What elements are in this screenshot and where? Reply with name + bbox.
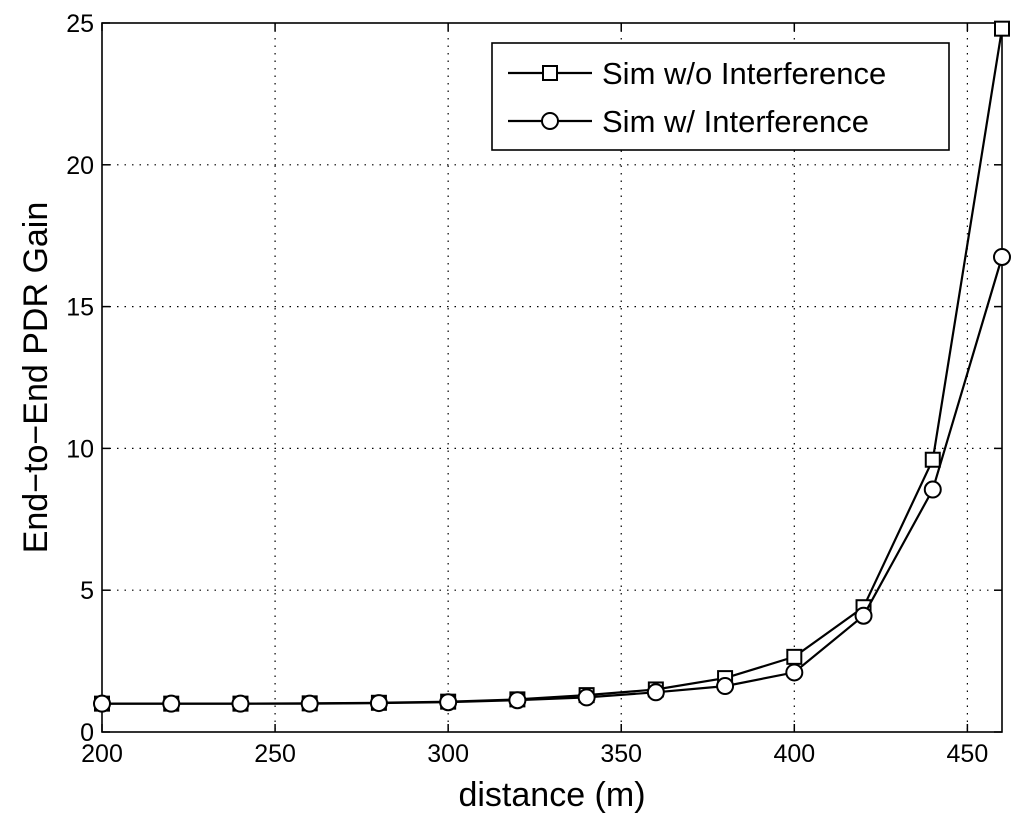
circle-marker: [508, 691, 527, 710]
axis-ticks: 200 250 300 350 400 450 0 5 10 15 20 25: [66, 10, 1002, 768]
y-tick-label: 0: [80, 719, 94, 747]
x-tick-label: 250: [254, 740, 296, 768]
grid: [102, 23, 1002, 732]
circle-marker: [646, 683, 665, 702]
y-tick-label: 5: [80, 577, 94, 605]
circle-marker: [716, 677, 735, 696]
legend-item: Sim w/o Interference: [508, 56, 886, 91]
circle-marker: [785, 663, 804, 682]
y-tick-label: 20: [66, 152, 94, 180]
legend-label: Sim w/o Interference: [602, 56, 886, 91]
circle-marker: [162, 694, 181, 713]
circle-marker: [231, 694, 250, 713]
circle-marker: [993, 247, 1011, 266]
circle-marker: [854, 606, 873, 625]
circle-marker: [369, 694, 388, 713]
square-marker: [994, 20, 1010, 37]
y-axis-title: End−to−End PDR Gain: [17, 202, 55, 554]
x-tick-label: 300: [427, 740, 469, 768]
legend-item: Sim w/ Interference: [508, 104, 869, 139]
x-tick-label: 200: [81, 740, 123, 768]
y-tick-label: 10: [66, 435, 94, 463]
series-2: [93, 247, 1011, 713]
circle-marker: [923, 480, 942, 499]
legend-label: Sim w/ Interference: [602, 104, 869, 139]
circle-marker: [439, 693, 458, 712]
square-marker: [786, 648, 803, 665]
circle-marker: [93, 694, 111, 713]
x-axis-title: distance (m): [458, 776, 645, 814]
y-tick-label: 15: [66, 294, 94, 322]
legend-circle-marker: [541, 112, 559, 130]
circle-marker: [300, 694, 319, 713]
circle-marker: [577, 688, 596, 707]
series-group: [93, 20, 1011, 713]
x-tick-label: 400: [773, 740, 815, 768]
legend: Sim w/o Interference Sim w/ Interference: [491, 42, 950, 151]
legend-square-marker: [542, 65, 558, 81]
plot-area-frame: [101, 22, 1003, 733]
x-tick-label: 350: [600, 740, 642, 768]
series-line: [102, 256, 1004, 705]
x-tick-label: 450: [947, 740, 989, 768]
legend-frame: [491, 42, 950, 151]
square-marker: [924, 451, 941, 468]
y-tick-label: 25: [66, 10, 94, 38]
